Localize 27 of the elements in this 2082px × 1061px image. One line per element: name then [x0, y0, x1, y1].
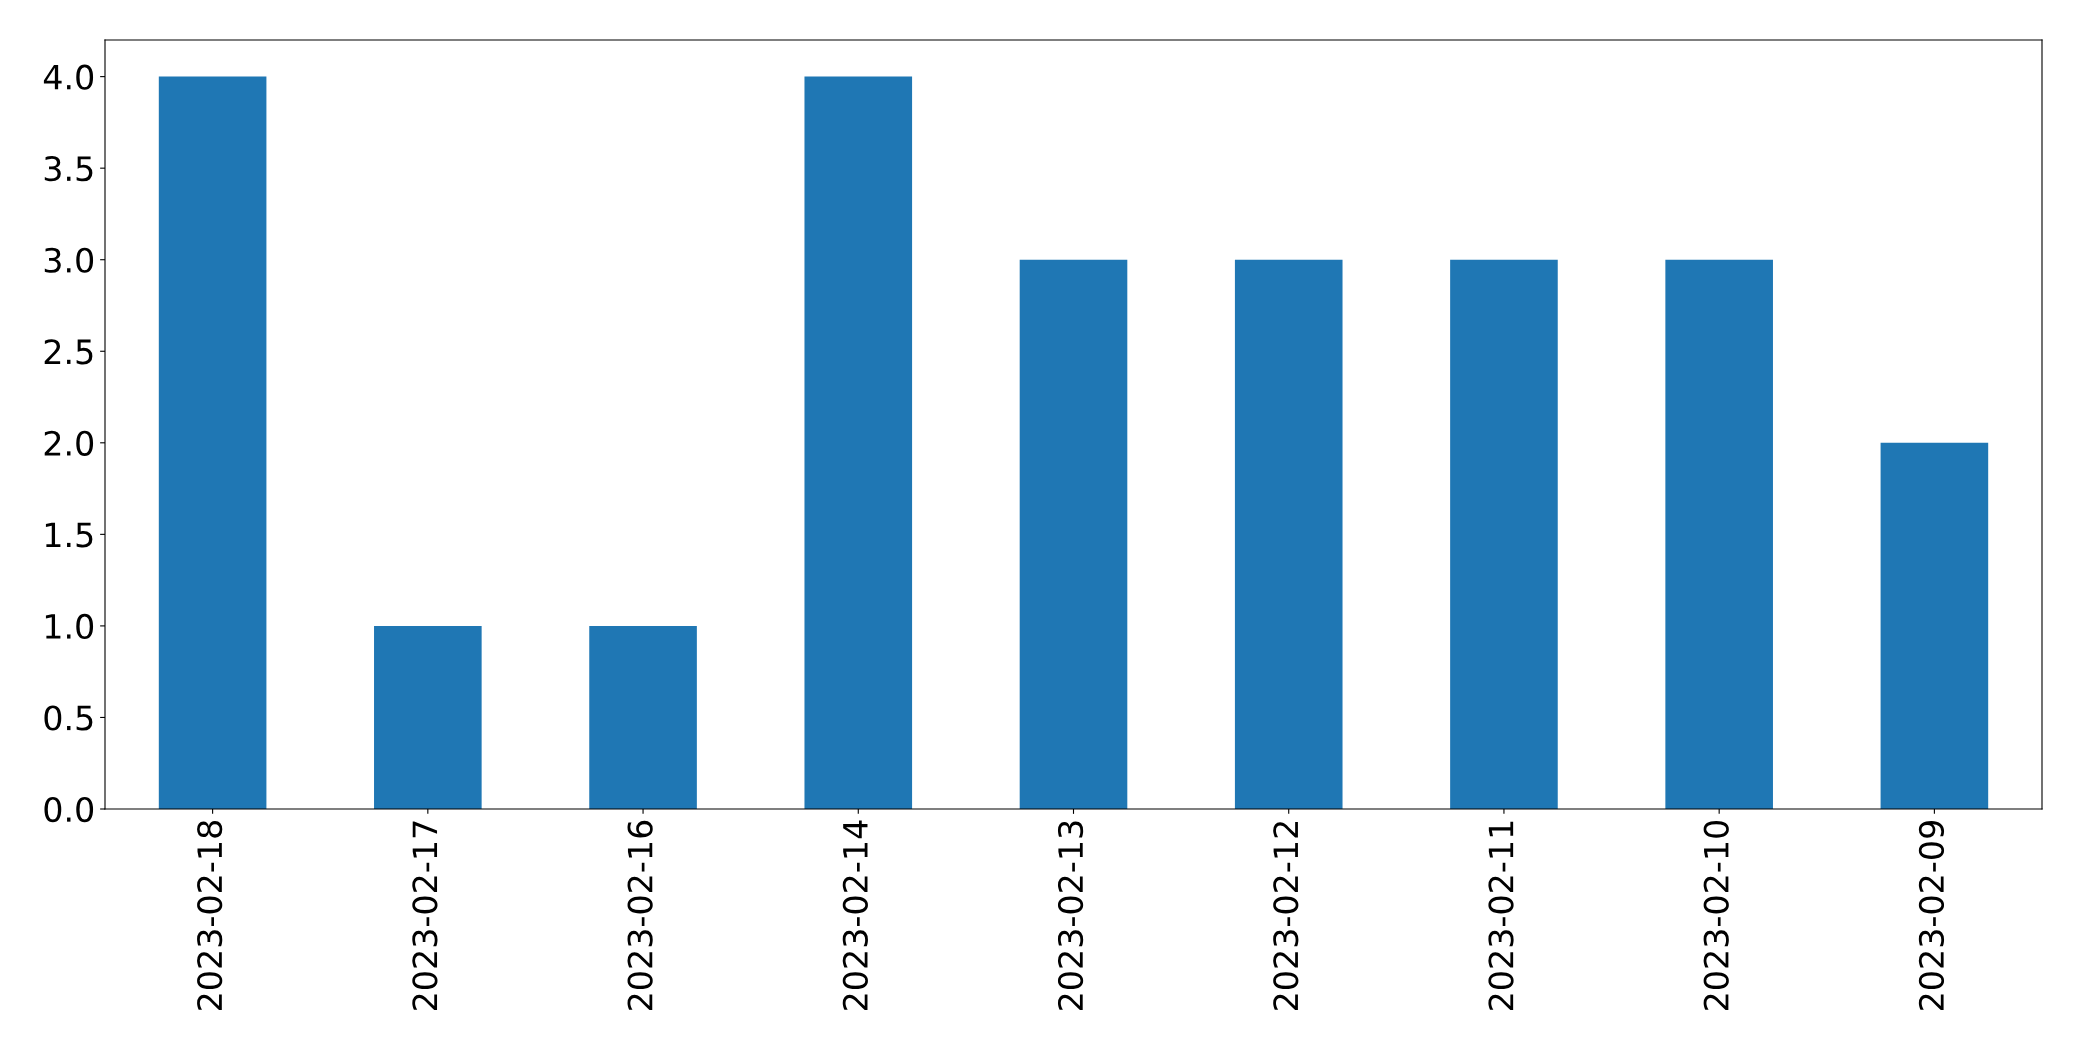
- bar: [1234, 259, 1343, 809]
- x-tick-label: 2023-02-18: [197, 821, 223, 1010]
- x-tick-label: 2023-02-12: [1273, 822, 1299, 1010]
- x-tick-label: 2023-02-13: [1057, 821, 1084, 1010]
- x-tick-label: 2023-02-10: [1703, 820, 1729, 1010]
- y-tick-label: 0.5: [44, 705, 93, 731]
- y-tick-label: 3.5: [44, 156, 93, 182]
- bar: [1880, 442, 1989, 809]
- y-tick-label: 4.0: [43, 64, 94, 90]
- y-tick-label: 3.0: [44, 247, 94, 273]
- x-tick-label: 2023-02-14: [842, 820, 868, 1010]
- bar: [804, 76, 913, 809]
- y-tick-label: 0.0: [44, 796, 94, 823]
- y-tick-label: 2.0: [44, 430, 94, 456]
- bar: [1450, 259, 1558, 809]
- bar: [589, 625, 697, 809]
- x-tick-label: 2023-02-11: [1488, 821, 1514, 1010]
- x-tick-label: 2023-02-16: [627, 820, 653, 1010]
- y-tick-label: 2.5: [44, 339, 93, 365]
- bar: [158, 76, 267, 809]
- y-tick-label: 1.0: [45, 613, 94, 640]
- bar: [1665, 259, 1773, 809]
- x-tick-label: 2023-02-17: [412, 821, 438, 1010]
- bar: [374, 625, 482, 809]
- x-tick-label: 2023-02-09: [1918, 821, 1945, 1010]
- y-tick-label: 1.5: [45, 522, 93, 548]
- bar: [1019, 259, 1128, 809]
